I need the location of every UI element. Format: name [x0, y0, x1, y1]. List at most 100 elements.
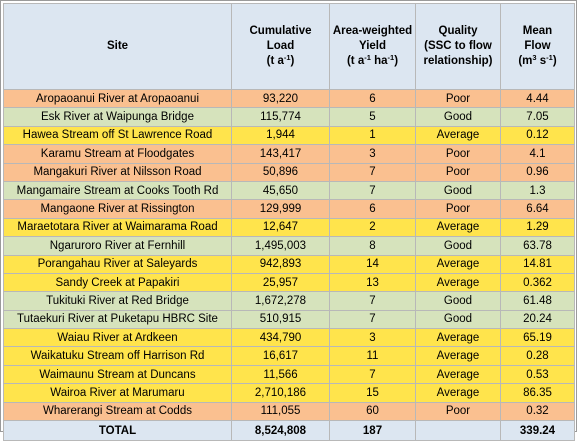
cell-quality: Good — [415, 309, 501, 330]
sediment-load-table: Site Cumulative Load (t a-1) Area-weighted… — [3, 3, 575, 441]
cell-yield: 13 — [329, 272, 416, 293]
cell-quality: Poor — [415, 199, 501, 219]
cell-quality: Average — [415, 217, 501, 238]
table-row: Karamu Stream at Floodgates 143,417 3 Poor 4… — [3, 144, 575, 164]
cell-load: 11,566 — [231, 364, 330, 385]
cell-load: 12,647 — [231, 217, 330, 238]
cell-load: 16,617 — [231, 346, 330, 366]
cell-flow: 6.64 — [500, 199, 575, 219]
cell-yield: 6 — [329, 199, 416, 219]
cell-quality: Average — [415, 125, 501, 146]
table-row: Hawea Stream off St Lawrence Road 1,944 1 A… — [3, 125, 575, 146]
cell-yield: 11 — [329, 346, 416, 366]
cell-site: Sandy Creek at Papakiri — [3, 272, 232, 293]
cell-flow: 0.28 — [500, 346, 575, 366]
header-row: Site Cumulative Load (t a-1) Area-weighted… — [3, 3, 575, 90]
cell-quality: Poor — [415, 162, 501, 182]
total-flow: 339.24 — [500, 420, 575, 441]
table-row: Wharerangi Stream at Codds 111,055 60 Poor 0… — [3, 401, 575, 422]
total-quality — [415, 420, 501, 441]
cell-site: Hawea Stream off St Lawrence Road — [3, 125, 232, 146]
cell-flow: 0.362 — [500, 272, 575, 293]
header-site: Site — [3, 3, 232, 90]
cell-flow: 20.24 — [500, 309, 575, 330]
cell-site: Aropaoanui River at Aropaoanui — [3, 88, 232, 109]
cell-load: 1,944 — [231, 125, 330, 146]
table-row: Porangahau River at Saleyards 942,893 14 Av… — [3, 254, 575, 274]
cell-yield: 7 — [329, 291, 416, 311]
table-row: Tutaekuri River at Puketapu HBRC Site 510… — [3, 309, 575, 330]
cell-yield: 1 — [329, 125, 416, 146]
cell-quality: Average — [415, 364, 501, 385]
cell-load: 2,710,186 — [231, 383, 330, 403]
table-row: Waiau River at Ardkeen 434,790 3 Average 65.… — [3, 328, 575, 348]
cell-quality: Average — [415, 383, 501, 403]
cell-load: 1,495,003 — [231, 236, 330, 256]
cell-load: 50,896 — [231, 162, 330, 182]
table-row: Maraetotara River at Waimarama Road 12,64… — [3, 217, 575, 238]
cell-flow: 0.53 — [500, 364, 575, 385]
cell-load: 510,915 — [231, 309, 330, 330]
cell-flow: 0.96 — [500, 162, 575, 182]
cell-quality: Good — [415, 107, 501, 127]
cell-quality: Good — [415, 236, 501, 256]
table-row: Aropaoanui River at Aropaoanui 93,220 6 Poo… — [3, 88, 575, 109]
cell-quality: Average — [415, 328, 501, 348]
header-load: Cumulative Load (t a-1) — [231, 3, 330, 90]
cell-site: Mangamaire Stream at Cooks Tooth Rd — [3, 180, 232, 201]
table-row: Mangakuri River at Nilsson Road 50,896 7 Po… — [3, 162, 575, 182]
cell-site: Mangakuri River at Nilsson Road — [3, 162, 232, 182]
table-row: Mangamaire Stream at Cooks Tooth Rd 45,65… — [3, 180, 575, 201]
cell-load: 93,220 — [231, 88, 330, 109]
cell-flow: 86.35 — [500, 383, 575, 403]
cell-load: 434,790 — [231, 328, 330, 348]
cell-site: Maraetotara River at Waimarama Road — [3, 217, 232, 238]
cell-flow: 1.29 — [500, 217, 575, 238]
cell-site: Wharerangi Stream at Codds — [3, 401, 232, 422]
cell-flow: 1.3 — [500, 180, 575, 201]
cell-yield: 7 — [329, 309, 416, 330]
cell-site: Tutaekuri River at Puketapu HBRC Site — [3, 309, 232, 330]
total-row: TOTAL 8,524,808 187 339.24 — [3, 420, 575, 441]
table-row: Waikatuku Stream off Harrison Rd 16,617 11… — [3, 346, 575, 366]
cell-site: Esk River at Waipunga Bridge — [3, 107, 232, 127]
cell-site: Ngaruroro River at Fernhill — [3, 236, 232, 256]
cell-yield: 15 — [329, 383, 416, 403]
cell-flow: 4.1 — [500, 144, 575, 164]
table-row: Tukituki River at Red Bridge 1,672,278 7 Go… — [3, 291, 575, 311]
cell-quality: Average — [415, 346, 501, 366]
cell-yield: 8 — [329, 236, 416, 256]
cell-load: 1,672,278 — [231, 291, 330, 311]
cell-flow: 65.19 — [500, 328, 575, 348]
table-row: Ngaruroro River at Fernhill 1,495,003 8 Goo… — [3, 236, 575, 256]
cell-yield: 6 — [329, 88, 416, 109]
cell-quality: Good — [415, 291, 501, 311]
cell-site: Wairoa River at Marumaru — [3, 383, 232, 403]
header-yield: Area-weighted Yield (t a-1 ha-1) — [329, 3, 416, 90]
total-yield: 187 — [329, 420, 416, 441]
table-row: Esk River at Waipunga Bridge 115,774 5 Good… — [3, 107, 575, 127]
cell-site: Porangahau River at Saleyards — [3, 254, 232, 274]
cell-yield: 7 — [329, 180, 416, 201]
cell-load: 942,893 — [231, 254, 330, 274]
cell-load: 143,417 — [231, 144, 330, 164]
table-row: Waimaunu Stream at Duncans 11,566 7 Average… — [3, 364, 575, 385]
cell-site: Waimaunu Stream at Duncans — [3, 364, 232, 385]
total-load: 8,524,808 — [231, 420, 330, 441]
cell-site: Waiau River at Ardkeen — [3, 328, 232, 348]
cell-yield: 2 — [329, 217, 416, 238]
cell-yield: 7 — [329, 162, 416, 182]
cell-flow: 0.32 — [500, 401, 575, 422]
cell-yield: 7 — [329, 364, 416, 385]
table-row: Sandy Creek at Papakiri 25,957 13 Average 0.… — [3, 272, 575, 293]
cell-yield: 5 — [329, 107, 416, 127]
cell-flow: 4.44 — [500, 88, 575, 109]
cell-yield: 14 — [329, 254, 416, 274]
cell-flow: 14.81 — [500, 254, 575, 274]
cell-quality: Average — [415, 272, 501, 293]
header-quality: Quality (SSC to flow relationship) — [415, 3, 501, 90]
total-label: TOTAL — [3, 420, 232, 441]
cell-site: Mangaone River at Rissington — [3, 199, 232, 219]
cell-yield: 3 — [329, 144, 416, 164]
cell-flow: 61.48 — [500, 291, 575, 311]
